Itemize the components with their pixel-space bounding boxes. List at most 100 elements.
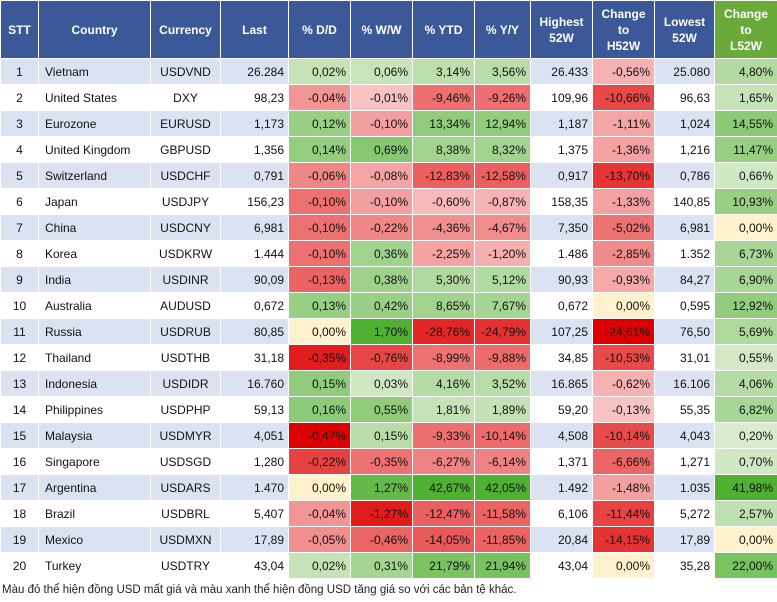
table-cell: 22,00% bbox=[714, 552, 777, 579]
table-cell: Russia bbox=[38, 318, 151, 345]
table-cell: 21,94% bbox=[474, 552, 531, 579]
table-cell: 12 bbox=[0, 344, 39, 371]
table-cell: USDBRL bbox=[150, 500, 221, 527]
table-cell: 0,20% bbox=[714, 422, 777, 449]
table-row: 18 Brazil USDBRL 5,407 -0,04% -1,27% -12,47% -1… bbox=[0, 500, 777, 527]
table-cell: -9,46% bbox=[412, 84, 475, 111]
table-cell: 3,56% bbox=[474, 58, 531, 85]
table-cell: -0,10% bbox=[288, 214, 351, 241]
table-cell: 1,371 bbox=[530, 448, 593, 475]
table-cell: 0,02% bbox=[288, 58, 351, 85]
table-row: 14 Philippines USDPHP 59,13 0,16% 0,55% 1,81% 1… bbox=[0, 396, 777, 423]
table-cell: Japan bbox=[38, 188, 151, 215]
header-cell: Country bbox=[38, 0, 151, 59]
table-cell: -0,22% bbox=[350, 214, 413, 241]
header-cell: Lowest 52W bbox=[654, 0, 715, 59]
table-cell: 34,85 bbox=[530, 344, 593, 371]
table-cell: USDPHP bbox=[150, 396, 221, 423]
table-cell: Singapore bbox=[38, 448, 151, 475]
table-cell: 96,63 bbox=[654, 84, 715, 111]
table-cell: -8,99% bbox=[412, 344, 475, 371]
table-cell: 84,27 bbox=[654, 266, 715, 293]
table-cell: 5,69% bbox=[714, 318, 777, 345]
table-cell: 42,67% bbox=[412, 474, 475, 501]
table-cell: 26.433 bbox=[530, 58, 593, 85]
header-cell: % YTD bbox=[412, 0, 475, 59]
header-cell: Change to H52W bbox=[592, 0, 655, 59]
table-cell: -1,48% bbox=[592, 474, 655, 501]
table-cell: Korea bbox=[38, 240, 151, 267]
table-cell: 0,00% bbox=[714, 526, 777, 553]
table-cell: -1,11% bbox=[592, 110, 655, 137]
table-cell: 31,18 bbox=[220, 344, 289, 371]
table-row: 5 Switzerland USDCHF 0,791 -0,06% -0,08% -12,8… bbox=[0, 162, 777, 189]
table-cell: Argentina bbox=[38, 474, 151, 501]
table-cell: DXY bbox=[150, 84, 221, 111]
table-cell: 1,27% bbox=[350, 474, 413, 501]
table-cell: 8,38% bbox=[412, 136, 475, 163]
table-cell: 7,350 bbox=[530, 214, 593, 241]
table-cell: 59,13 bbox=[220, 396, 289, 423]
fx-table: STT Country Currency Last% D/D% W/W% YTD% Y… bbox=[0, 0, 777, 579]
table-cell: 20,84 bbox=[530, 526, 593, 553]
table-cell: 21,79% bbox=[412, 552, 475, 579]
table-cell: 98,23 bbox=[220, 84, 289, 111]
table-cell: 140,85 bbox=[654, 188, 715, 215]
table-cell: 25.080 bbox=[654, 58, 715, 85]
table-row: 12 Thailand USDTHB 31,18 -0,35% -0,76% -8,99% -… bbox=[0, 344, 777, 371]
table-cell: 0,55% bbox=[350, 396, 413, 423]
header-cell: Change to L52W bbox=[714, 0, 777, 59]
table-cell: -9,26% bbox=[474, 84, 531, 111]
table-cell: USDTHB bbox=[150, 344, 221, 371]
table-cell: 90,93 bbox=[530, 266, 593, 293]
table-cell: USDKRW bbox=[150, 240, 221, 267]
table-cell: 4,16% bbox=[412, 370, 475, 397]
table-cell: 0,38% bbox=[350, 266, 413, 293]
table-cell: USDMYR bbox=[150, 422, 221, 449]
table-cell: 11,47% bbox=[714, 136, 777, 163]
table-cell: 17,89 bbox=[654, 526, 715, 553]
header-cell: Currency bbox=[150, 0, 221, 59]
table-cell: 4,508 bbox=[530, 422, 593, 449]
header-cell: STT bbox=[0, 0, 39, 59]
table-row: 9 India USDINR 90,09 -0,13% 0,38% 5,30% 5,12% 90… bbox=[0, 266, 777, 293]
header-row: STT Country Currency Last% D/D% W/W% YTD% Y… bbox=[0, 0, 777, 59]
table-cell: 2 bbox=[0, 84, 39, 111]
table-cell: 4,80% bbox=[714, 58, 777, 85]
table-cell: 1.470 bbox=[220, 474, 289, 501]
table-cell: 0,31% bbox=[350, 552, 413, 579]
table-cell: -0,10% bbox=[350, 110, 413, 137]
table-cell: 5 bbox=[0, 162, 39, 189]
table-cell: -10,14% bbox=[474, 422, 531, 449]
table-cell: -0,47% bbox=[288, 422, 351, 449]
table-row: 2 United States DXY 98,23 -0,04% -0,01% -9,46%… bbox=[0, 84, 777, 111]
table-cell: 5,407 bbox=[220, 500, 289, 527]
table-cell: USDMXN bbox=[150, 526, 221, 553]
table-cell: 4,06% bbox=[714, 370, 777, 397]
table-cell: 3,52% bbox=[474, 370, 531, 397]
table-cell: -10,66% bbox=[592, 84, 655, 111]
table-cell: 0,595 bbox=[654, 292, 715, 319]
table-cell: 9 bbox=[0, 266, 39, 293]
table-row: 17 Argentina USDARS 1.470 0,00% 1,27% 42,67% 42… bbox=[0, 474, 777, 501]
table-cell: AUDUSD bbox=[150, 292, 221, 319]
table-cell: 55,35 bbox=[654, 396, 715, 423]
table-cell: 0,66% bbox=[714, 162, 777, 189]
table-cell: 10,93% bbox=[714, 188, 777, 215]
table-cell: -12,47% bbox=[412, 500, 475, 527]
table-cell: Malaysia bbox=[38, 422, 151, 449]
table-cell: 3,14% bbox=[412, 58, 475, 85]
table-cell: 1,89% bbox=[474, 396, 531, 423]
table-cell: 0,00% bbox=[592, 292, 655, 319]
table-cell: 1,173 bbox=[220, 110, 289, 137]
table-cell: 5,12% bbox=[474, 266, 531, 293]
table-cell: Indonesia bbox=[38, 370, 151, 397]
table-cell: 0,786 bbox=[654, 162, 715, 189]
table-cell: -0,10% bbox=[350, 188, 413, 215]
table-cell: 0,15% bbox=[288, 370, 351, 397]
header-cell: % W/W bbox=[350, 0, 413, 59]
table-cell: 14 bbox=[0, 396, 39, 423]
table-cell: 16.106 bbox=[654, 370, 715, 397]
table-cell: 6,981 bbox=[654, 214, 715, 241]
